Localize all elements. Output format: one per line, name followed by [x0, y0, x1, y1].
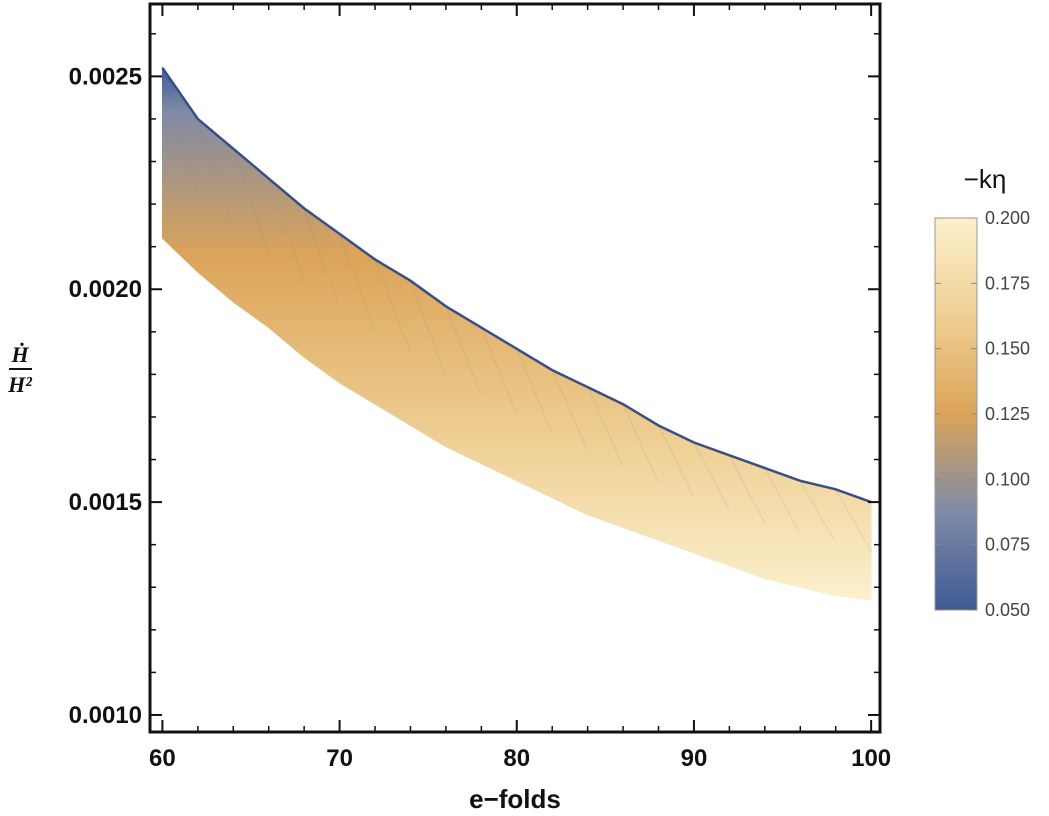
density-band: [161, 66, 872, 601]
band-mesh-line: [764, 467, 801, 535]
band-segment: [410, 279, 447, 448]
colorbar-tick-label: 0.125: [985, 404, 1030, 424]
x-tick-label: 90: [681, 745, 708, 772]
colorbar-gradient: [934, 217, 978, 611]
band-segment: [445, 305, 482, 465]
band-mesh-line: [232, 148, 270, 254]
band-segment: [551, 369, 589, 516]
y-axis-title-denominator: H²: [7, 372, 32, 397]
band-mesh-line: [445, 306, 482, 396]
y-tick-label: 0.0025: [69, 63, 142, 90]
band-mesh-line: [799, 480, 837, 543]
band-mesh-line: [268, 178, 305, 284]
band-mesh-line: [551, 369, 589, 452]
y-tick-label: 0.0015: [69, 489, 142, 516]
band-mesh-line: [161, 67, 199, 196]
band-segment: [764, 467, 801, 588]
plot-area: [161, 66, 872, 601]
colorbar-tick-label: 0.175: [985, 273, 1030, 293]
band-mesh-line: [587, 386, 624, 467]
x-tick-label: 70: [326, 745, 353, 772]
band-mesh-line: [339, 233, 376, 332]
y-axis-title-numerator: Ḣ: [10, 342, 29, 367]
band-segment: [374, 258, 411, 427]
plot-frame: [148, 2, 882, 734]
band-segment: [480, 326, 518, 482]
colorbar-tick-label: 0.050: [985, 600, 1030, 620]
band-segment: [799, 480, 837, 597]
band-segment: [693, 441, 730, 567]
x-axis-title: e−folds: [469, 784, 561, 814]
band-segment: [162, 66, 199, 274]
x-tick-label: 60: [149, 745, 176, 772]
band-mesh-line: [480, 327, 518, 416]
colorbar-tick-label: 0.100: [985, 469, 1030, 489]
band-mesh-line: [197, 118, 234, 226]
band-mesh-line: [516, 348, 553, 435]
colorbar-ticks: 0.200 0.175 0.150 0.125 0.100 0.075 0.050: [935, 208, 1030, 620]
band-mesh-line: [622, 403, 659, 484]
band-segment: [658, 424, 695, 554]
band-mesh-line: [374, 259, 411, 354]
band-mesh-line: [409, 280, 447, 377]
y-tick-label: 0.0010: [69, 702, 142, 729]
colorbar-title: −kη: [964, 164, 1007, 194]
band-mesh-line: [728, 455, 766, 524]
colorbar-tick-label: 0.075: [985, 535, 1030, 555]
band-segment: [835, 488, 872, 601]
band-segment: [516, 348, 553, 499]
band-mesh-line: [303, 208, 341, 309]
colorbar-tick-label: 0.150: [985, 339, 1030, 359]
x-tick-label: 100: [851, 745, 891, 772]
band-segment: [339, 233, 376, 405]
y-tick-label: 0.0020: [69, 276, 142, 303]
band-segment: [303, 207, 340, 384]
x-axis: 60 70 80 90 100: [149, 4, 891, 772]
band-segment: [728, 454, 766, 580]
band-segment: [587, 386, 624, 529]
band-mesh-line: [658, 425, 695, 499]
band-mesh-line: [835, 489, 872, 552]
y-axis-title: Ḣ H²: [7, 342, 32, 397]
band-mesh-line: [693, 442, 730, 511]
y-axis: 0.0010 0.0015 0.0020 0.0025: [69, 33, 880, 729]
colorbar-tick-label: 0.200: [985, 208, 1030, 228]
x-tick-label: 80: [503, 745, 530, 772]
band-upper-edge: [161, 67, 872, 504]
colorbar: −kη 0.200 0.175 0.150 0.125 0.100 0.075 0.050: [934, 164, 1030, 620]
